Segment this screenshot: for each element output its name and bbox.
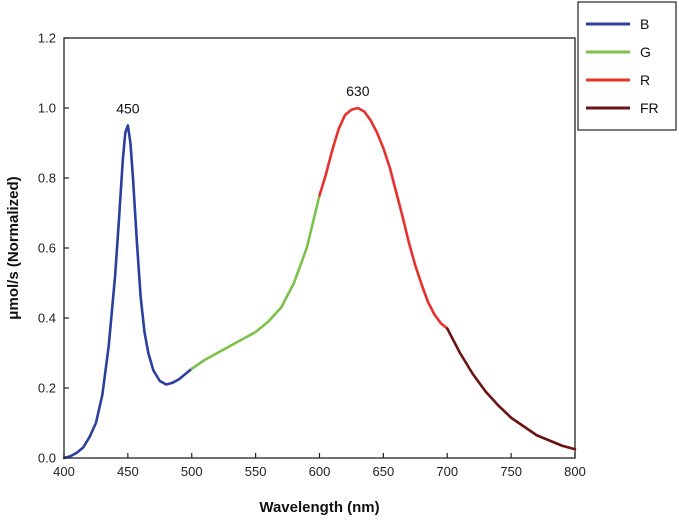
series-line-g [190,194,321,371]
y-tick-label: 0.6 [38,241,56,256]
legend: BGR FR [577,1,677,131]
legend-label-b: B [640,16,649,32]
peak-annotation: 630 [346,83,370,99]
y-tick-label: 0.8 [38,171,56,186]
y-tick-label: 0.0 [38,451,56,466]
x-tick-label: 700 [436,464,458,479]
x-tick-label: 450 [117,464,139,479]
x-tick-label: 600 [309,464,331,479]
y-tick-label: 0.2 [38,381,56,396]
x-tick-label: 800 [564,464,586,479]
legend-label-r: R [640,72,650,88]
legend-label-g: G [640,44,651,60]
plot-frame [63,37,576,459]
x-tick-label: 400 [53,464,75,479]
x-tick-label: 650 [373,464,395,479]
series-line-fr [445,327,577,451]
y-tick-label: 1.2 [38,31,56,46]
x-tick-label: 550 [245,464,267,479]
y-tick-label: 1.0 [38,101,56,116]
x-tick-label: 750 [500,464,522,479]
y-axis-title: μmol/s (Normalized) [5,176,22,319]
x-tick-label: 500 [181,464,203,479]
x-axis-title: Wavelength (nm) [259,499,379,516]
y-tick-label: 0.4 [38,311,56,326]
series-line-b [62,124,194,460]
series-line-r [318,106,449,330]
legend-box [577,1,677,131]
peak-annotation: 450 [116,101,140,117]
legend-label-fr: FR [640,100,659,116]
